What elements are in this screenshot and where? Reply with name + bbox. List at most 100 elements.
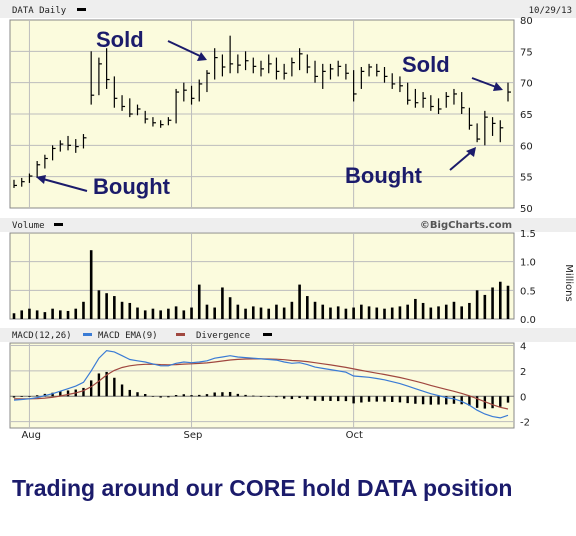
divergence-bar xyxy=(483,396,487,409)
volume-bar xyxy=(236,304,240,319)
bought-label-1: Bought xyxy=(93,174,171,199)
x-tick-label: Oct xyxy=(346,430,363,440)
sold-arrow-1 xyxy=(167,40,201,57)
volume-axis: 0.0 0.5 1.0 1.5 xyxy=(520,229,536,326)
chart-title: DATA Daily xyxy=(12,6,67,16)
volume-bar xyxy=(128,302,132,319)
macd-header xyxy=(0,328,576,342)
bought-arrow-1 xyxy=(42,178,88,192)
chart-date: 10/29/13 xyxy=(529,6,572,16)
divergence-bar xyxy=(360,396,363,403)
divergence-bar xyxy=(20,396,23,397)
volume-bar xyxy=(59,310,62,319)
divergence-bar xyxy=(352,396,355,404)
divergence-bar xyxy=(105,371,108,397)
divergence-bar xyxy=(506,396,510,403)
macd-axis: -2 0 2 4 xyxy=(520,342,530,429)
volume-legend-swatch xyxy=(54,223,63,226)
volume-bar xyxy=(506,285,510,319)
volume-bar xyxy=(491,287,494,319)
divergence-bar xyxy=(151,396,155,397)
divergence-bar xyxy=(198,394,201,397)
divergence-bar xyxy=(159,396,162,398)
watermark: ©BigCharts.com xyxy=(420,220,512,231)
divergence-bar xyxy=(282,396,286,399)
volume-bar xyxy=(151,308,155,319)
volume-bar xyxy=(344,308,348,319)
volume-unit-label: Millions xyxy=(563,264,574,301)
price-bars xyxy=(13,35,511,188)
volume-bar xyxy=(205,304,209,319)
price-tick-label: 75 xyxy=(520,47,533,58)
macd-legend-swatch xyxy=(83,333,92,336)
divergence-bar xyxy=(252,395,255,397)
volume-tick-label: 0.5 xyxy=(520,286,536,297)
price-tick-label: 55 xyxy=(520,173,533,184)
divergence-bar xyxy=(136,392,139,397)
volume-bar xyxy=(460,306,463,319)
volume-bar xyxy=(475,290,479,319)
volume-bar xyxy=(28,308,31,319)
macd-legend-divergence: Divergence xyxy=(196,331,250,341)
divergence-bar xyxy=(329,396,332,401)
volume-bar xyxy=(89,250,93,319)
divergence-bar xyxy=(66,390,70,397)
volume-bar xyxy=(437,306,440,319)
bought-label-2: Bought xyxy=(345,163,423,188)
volume-bar xyxy=(275,304,278,319)
divergence-bar xyxy=(275,396,278,398)
divergence-bar xyxy=(499,396,502,407)
volume-header xyxy=(0,218,576,232)
price-tick-label: 70 xyxy=(520,79,533,90)
divergence-bar xyxy=(190,395,193,397)
volume-bar xyxy=(290,301,294,319)
divergence-bar xyxy=(28,396,31,397)
volume-tick-label: 0.0 xyxy=(520,315,536,326)
volume-bar xyxy=(167,308,170,319)
volume-bar xyxy=(190,307,193,319)
volume-bar xyxy=(282,307,286,319)
bought-arrow-2 xyxy=(449,152,471,171)
volume-bar xyxy=(159,310,162,319)
volume-bar xyxy=(143,310,147,319)
divergence-bar xyxy=(228,391,232,397)
sold-arrowhead-1 xyxy=(197,52,207,61)
divergence-bar xyxy=(236,393,240,397)
divergence-bar xyxy=(306,396,309,400)
volume-bar xyxy=(259,307,263,319)
divergence-bar xyxy=(414,396,417,404)
divergence-bar xyxy=(35,395,39,397)
volume-bar xyxy=(97,290,101,319)
volume-bar xyxy=(306,296,309,319)
divergence-bar xyxy=(313,396,317,401)
divergence-bar xyxy=(120,384,124,397)
volume-bar xyxy=(336,306,340,319)
divergence-bar xyxy=(298,396,301,399)
volume-bar xyxy=(12,313,16,319)
divergence-bar xyxy=(375,396,378,402)
volume-bar xyxy=(267,308,271,319)
volume-bar xyxy=(444,304,448,319)
divergence-bar xyxy=(167,396,170,398)
volume-bar xyxy=(406,304,409,319)
volume-bar xyxy=(120,301,124,319)
divergence-bar xyxy=(391,396,394,402)
x-axis: Aug Sep Oct xyxy=(21,430,363,440)
divergence-bar xyxy=(406,396,409,404)
sold-label-1: Sold xyxy=(96,27,144,52)
macd-legend-ema: MACD EMA(9) xyxy=(98,331,158,341)
divergence-bar xyxy=(429,396,433,405)
volume-tick-label: 1.0 xyxy=(520,258,536,269)
x-tick-label: Aug xyxy=(21,430,41,440)
ema-legend-swatch xyxy=(176,333,185,336)
volume-bar xyxy=(468,302,471,319)
volume-bar xyxy=(182,310,186,319)
macd-panel xyxy=(9,342,515,429)
stock-chart: DATA Daily 10/29/13 50 55 60 65 70 75 80 Volum… xyxy=(0,0,576,440)
volume-bar xyxy=(197,284,201,319)
volume-bar xyxy=(313,301,317,319)
volume-bar xyxy=(213,307,216,319)
volume-bar xyxy=(498,281,502,319)
volume-bar xyxy=(221,287,224,319)
macd-tick-label: 4 xyxy=(520,342,526,353)
